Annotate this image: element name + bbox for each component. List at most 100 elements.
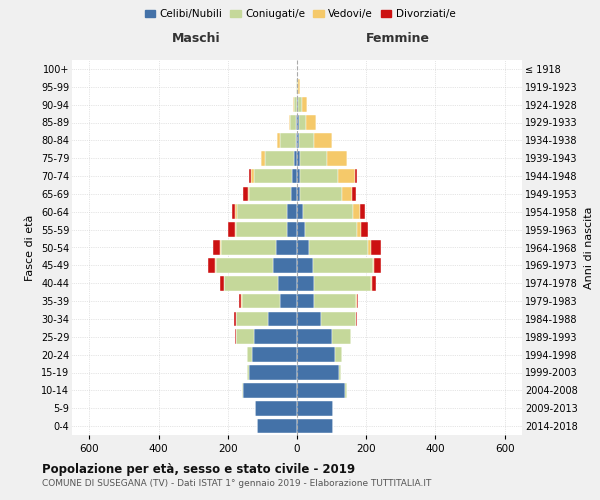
Bar	[242, 294, 280, 308]
Bar	[296, 115, 297, 130]
Bar	[278, 276, 297, 290]
Bar	[297, 168, 300, 184]
Bar	[248, 168, 251, 184]
Bar	[372, 276, 376, 290]
Y-axis label: Fasce di età: Fasce di età	[25, 214, 35, 280]
Text: Maschi: Maschi	[172, 32, 220, 45]
Bar	[235, 222, 236, 237]
Bar	[220, 276, 224, 290]
Bar	[294, 151, 297, 166]
Bar	[300, 168, 338, 184]
Bar	[321, 312, 356, 326]
Bar	[228, 222, 235, 237]
Bar	[297, 115, 299, 130]
Bar	[237, 204, 287, 219]
Bar	[287, 222, 297, 237]
Bar	[359, 204, 365, 219]
Text: Popolazione per età, sesso e stato civile - 2019: Popolazione per età, sesso e stato civil…	[42, 462, 355, 475]
Bar	[215, 258, 273, 272]
Bar	[236, 312, 268, 326]
Bar	[314, 276, 371, 290]
Bar	[353, 204, 359, 219]
Text: Femmine: Femmine	[366, 32, 430, 45]
Bar	[300, 151, 328, 166]
Bar	[373, 258, 374, 272]
Bar	[280, 294, 297, 308]
Bar	[297, 365, 338, 380]
Bar	[257, 419, 297, 434]
Bar	[305, 115, 316, 130]
Bar	[332, 330, 350, 344]
Bar	[254, 330, 297, 344]
Bar	[235, 330, 236, 344]
Bar	[314, 133, 332, 148]
Bar	[338, 365, 341, 380]
Bar	[293, 98, 294, 112]
Bar	[297, 348, 335, 362]
Bar	[287, 204, 297, 219]
Bar	[248, 365, 297, 380]
Bar	[338, 168, 355, 184]
Bar	[297, 383, 346, 398]
Bar	[296, 80, 297, 94]
Bar	[268, 312, 297, 326]
Bar	[235, 312, 236, 326]
Bar	[291, 186, 297, 201]
Bar	[232, 204, 235, 219]
Bar	[292, 168, 297, 184]
Bar	[289, 115, 290, 130]
Bar	[247, 365, 248, 380]
Bar	[335, 348, 342, 362]
Bar	[298, 98, 302, 112]
Bar	[299, 133, 314, 148]
Bar	[297, 258, 313, 272]
Bar	[249, 186, 291, 201]
Legend: Celibi/Nubili, Coniugati/e, Vedovi/e, Divorziati/e: Celibi/Nubili, Coniugati/e, Vedovi/e, Di…	[140, 5, 460, 24]
Bar	[276, 240, 297, 255]
Bar	[342, 186, 352, 201]
Bar	[239, 294, 241, 308]
Bar	[297, 401, 334, 415]
Bar	[374, 258, 381, 272]
Bar	[328, 151, 347, 166]
Bar	[296, 133, 297, 148]
Bar	[299, 115, 305, 130]
Bar	[213, 240, 220, 255]
Bar	[248, 186, 249, 201]
Bar	[220, 240, 221, 255]
Bar	[297, 312, 321, 326]
Bar	[301, 186, 342, 201]
Bar	[297, 276, 314, 290]
Bar	[368, 240, 371, 255]
Bar	[305, 222, 356, 237]
Bar	[262, 151, 265, 166]
Bar	[251, 168, 254, 184]
Bar	[256, 401, 297, 415]
Bar	[297, 330, 332, 344]
Bar	[280, 133, 296, 148]
Bar	[244, 186, 248, 201]
Bar	[355, 168, 357, 184]
Bar	[294, 98, 296, 112]
Bar	[371, 240, 381, 255]
Bar	[273, 258, 297, 272]
Bar	[241, 294, 242, 308]
Bar	[236, 222, 287, 237]
Bar	[356, 312, 357, 326]
Bar	[252, 348, 297, 362]
Bar	[309, 240, 368, 255]
Bar	[297, 240, 309, 255]
Bar	[346, 383, 347, 398]
Bar	[208, 258, 215, 272]
Bar	[356, 222, 361, 237]
Bar	[260, 151, 262, 166]
Bar	[313, 258, 373, 272]
Bar	[297, 222, 305, 237]
Bar	[297, 294, 314, 308]
Bar	[254, 168, 292, 184]
Bar	[350, 330, 352, 344]
Bar	[297, 151, 300, 166]
Bar	[297, 133, 299, 148]
Bar	[297, 204, 303, 219]
Bar	[297, 186, 301, 201]
